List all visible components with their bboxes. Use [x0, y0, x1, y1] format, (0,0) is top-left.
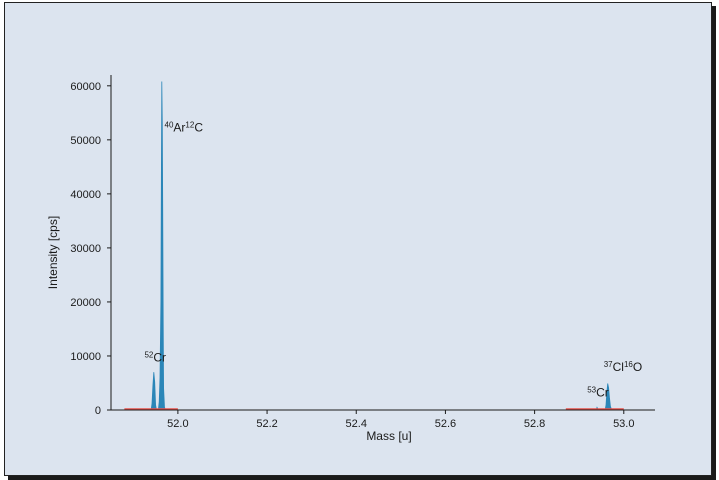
y-tick-label: 60000 [70, 81, 101, 93]
y-tick-label: 20000 [70, 297, 101, 309]
y-tick-label: 10000 [70, 351, 101, 363]
y-tick-label: 0 [95, 405, 101, 417]
peak-label: 40Ar12C [165, 121, 204, 135]
peak-annotations: 40Ar12C 52Cr 53Cr 37Cl16O [144, 121, 642, 400]
peak-label: 37Cl16O [604, 360, 643, 374]
y-tick-label: 30000 [70, 243, 101, 255]
y-tick-label: 40000 [70, 189, 101, 201]
axes [110, 75, 655, 411]
peak-label: 52Cr [144, 350, 166, 364]
x-axis-label: Mass [u] [366, 429, 411, 443]
mass-spectrum-chart: 0 10000 20000 30000 40000 50000 60000 52.0 52.2 5… [46, 75, 655, 443]
y-axis-label: Intensity [cps] [46, 216, 60, 289]
plot-marks [124, 81, 624, 411]
x-tick-label: 52.8 [524, 418, 545, 430]
x-tick-label: 53.0 [613, 418, 634, 430]
chart-frame: 0 10000 20000 30000 40000 50000 60000 52.0 52.2 5… [4, 2, 712, 476]
x-tick-label: 52.2 [256, 418, 277, 430]
ticks: 0 10000 20000 30000 40000 50000 60000 52.0 52.2 5… [70, 81, 634, 430]
x-tick-label: 52.6 [435, 418, 456, 430]
x-tick-label: 52.0 [167, 418, 188, 430]
spectrum-series [142, 81, 624, 411]
x-tick-label: 52.4 [346, 418, 367, 430]
peak-label: 53Cr [587, 385, 609, 399]
y-tick-label: 50000 [70, 135, 101, 147]
